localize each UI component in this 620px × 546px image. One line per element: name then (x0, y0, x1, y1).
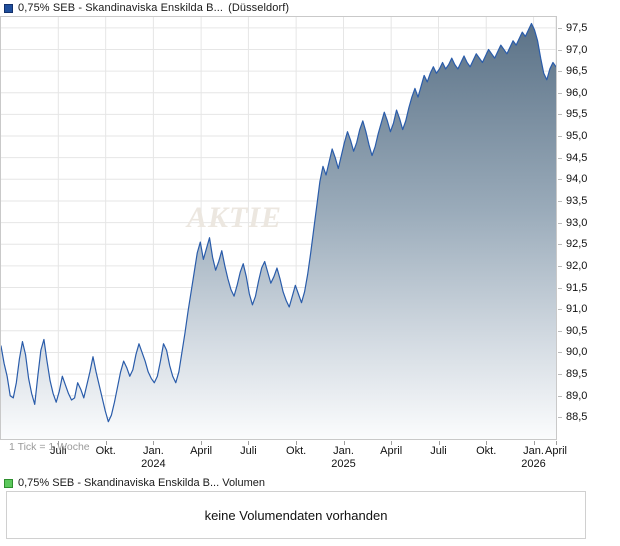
y-axis-tick (558, 200, 562, 202)
x-axis-tick (248, 441, 250, 445)
x-axis-label: Jan. 2026 (521, 445, 546, 470)
volume-empty-message: keine Volumendaten vorhanden (204, 507, 388, 523)
x-axis-tick (296, 441, 298, 445)
y-axis-tick (558, 71, 562, 73)
volume-legend: 0,75% SEB - Skandinaviska Enskilda B... … (4, 476, 265, 490)
y-axis-tick (558, 309, 562, 311)
volume-legend-title: 0,75% SEB - Skandinaviska Enskilda B... … (18, 477, 266, 489)
y-axis-tick (558, 244, 562, 246)
x-axis-label: Okt. (286, 445, 307, 457)
price-legend: 0,75% SEB - Skandinaviska Enskilda B... … (4, 1, 289, 15)
x-axis-label: April (544, 445, 568, 457)
y-axis-tick (558, 114, 562, 116)
x-axis-label: Jan. 2025 (331, 445, 356, 470)
y-axis-tick (558, 287, 562, 289)
x-axis-tick (533, 441, 535, 445)
x-axis-label: Jan. 2024 (141, 445, 166, 470)
x-axis-tick (58, 441, 60, 445)
y-axis-tick (558, 417, 562, 419)
y-axis-label: 96,5 (566, 65, 588, 78)
green-square-icon (4, 478, 13, 488)
blue-square-icon (4, 3, 13, 13)
y-axis-tick (558, 265, 562, 267)
x-axis-label: Juli (240, 445, 257, 457)
y-axis-tick (558, 27, 562, 29)
y-axis-label: 89,5 (566, 368, 588, 381)
y-axis-label: 93,5 (566, 194, 588, 207)
y-axis-tick (558, 136, 562, 137)
x-axis-tick (486, 441, 488, 445)
y-axis-label: 97,5 (566, 21, 588, 34)
y-axis-label: 90,0 (566, 346, 588, 359)
x-axis-label-year: 2025 (331, 458, 356, 470)
x-axis-label: April (380, 445, 403, 457)
price-legend-exchange: (Düsseldorf) (228, 2, 290, 14)
x-axis-label: April (190, 445, 213, 457)
y-axis-tick (558, 179, 562, 181)
x-axis-label-year: 2026 (521, 458, 546, 470)
price-chart-panel: AKTIE 1 Tick = 1 Woche (0, 16, 557, 453)
y-axis-label: 89,0 (566, 389, 588, 402)
y-axis-label: 94,0 (566, 173, 588, 186)
y-axis-tick (558, 92, 562, 94)
x-axis-tick (391, 441, 393, 445)
y-axis-label: 94,5 (566, 151, 588, 164)
y-axis-tick (558, 330, 562, 332)
volume-chart-panel: keine Volumendaten vorhanden (6, 491, 586, 539)
y-axis-label: 93,0 (566, 216, 588, 229)
y-axis-tick (558, 352, 562, 354)
x-axis-tick (556, 441, 557, 445)
x-axis-tick (343, 441, 345, 445)
y-axis-tick (558, 49, 562, 51)
y-axis-label: 88,5 (566, 411, 588, 424)
y-axis-label: 91,0 (566, 303, 588, 316)
y-axis-label: 95,0 (566, 130, 588, 142)
y-axis-label: 97,0 (566, 43, 588, 56)
tick-interval-note: 1 Tick = 1 Woche (9, 441, 90, 453)
x-axis-tick (105, 441, 107, 445)
y-axis-label: 92,0 (566, 259, 588, 272)
y-axis-tick (558, 157, 562, 159)
x-axis-tick (153, 441, 155, 445)
y-axis-label: 96,0 (566, 86, 588, 99)
y-axis-label: 91,5 (566, 281, 588, 294)
x-axis-label-year: 2024 (141, 458, 166, 470)
y-axis-label: 92,5 (566, 238, 588, 251)
y-axis-tick (558, 222, 562, 224)
x-axis: Juli Okt. Jan. 2024 April Juli Okt. Jan. 2025 Apr… (0, 441, 567, 473)
x-axis-tick (438, 441, 440, 445)
price-plot-area (1, 17, 556, 439)
x-axis-label: Juli (430, 445, 447, 457)
price-line (1, 22, 556, 423)
y-axis-tick (558, 395, 562, 397)
y-axis-tick (558, 374, 562, 376)
x-axis-tick (201, 441, 203, 445)
price-series-svg (1, 17, 556, 439)
x-axis-label: Juli (50, 445, 67, 457)
x-axis-label: Okt. (95, 445, 116, 457)
y-axis: 97,5 97,0 96,5 96,0 95,5 95,0 94,5 94,0 93,5 93,0… (558, 16, 620, 440)
x-axis-label: Okt. (476, 445, 497, 457)
y-axis-label: 90,5 (566, 324, 588, 337)
y-axis-label: 95,5 (566, 108, 588, 121)
price-area-fill (1, 23, 556, 439)
price-legend-title: 0,75% SEB - Skandinaviska Enskilda B... (18, 2, 224, 14)
